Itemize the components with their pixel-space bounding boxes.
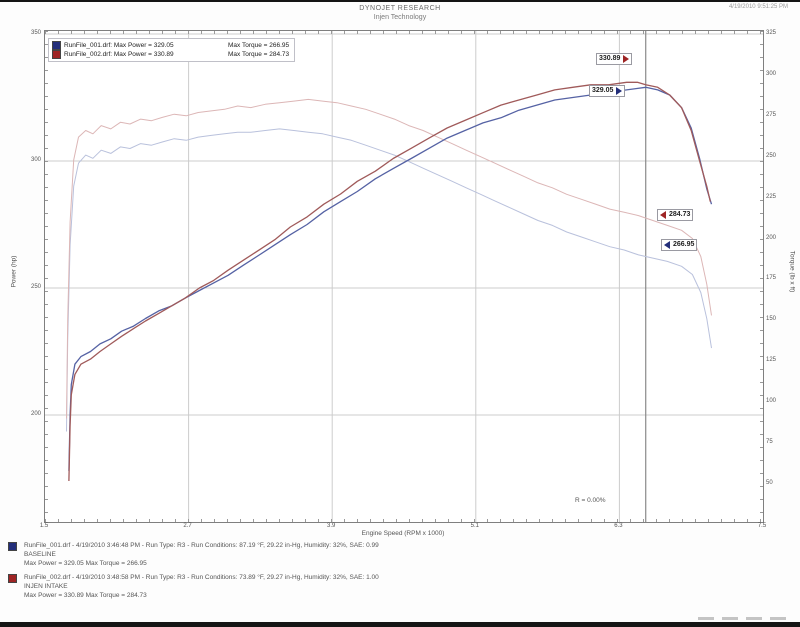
x-tick-label: 7.5 xyxy=(757,523,767,529)
run1-color-swatch xyxy=(52,41,61,50)
dyno-chart-plot-area: RunFile_001.drf: Max Power = 329.05 Max … xyxy=(44,30,764,523)
torque-tick-label: 75 xyxy=(766,439,773,445)
report-datetime: 4/19/2010 9:51:25 PM xyxy=(728,4,788,10)
power-tick-label: 350 xyxy=(30,30,41,36)
flag-arrow-icon xyxy=(623,55,630,63)
correction-readout: R = 0.00% xyxy=(573,497,608,504)
run2-max-values: Max Power = 330.89 Max Torque = 284.73 xyxy=(24,592,147,599)
watermark-mark xyxy=(698,617,714,620)
flag-arrow-icon xyxy=(660,211,666,219)
x-tick-label: 1.5 xyxy=(39,523,49,529)
power-tick-label: 300 xyxy=(30,157,41,163)
run-annotations: RunFile_001.drf - 4/19/2010 3:46:48 PM -… xyxy=(8,541,379,605)
torque-tick-label: 125 xyxy=(766,357,777,364)
run1-annotation-swatch xyxy=(8,542,17,551)
max-value-flag: 330.89 xyxy=(596,53,633,65)
torque-tick-label: 200 xyxy=(766,234,777,241)
max-value-flag: 284.73 xyxy=(657,209,694,221)
run2-name: INJEN INTAKE xyxy=(24,583,68,590)
max-value-text: 284.73 xyxy=(669,211,691,218)
left-axis-title: Power (hp) xyxy=(10,255,18,288)
watermark-mark xyxy=(746,617,762,620)
right-axis-title: Torque (lb x ft) xyxy=(788,250,796,293)
watermark-mark xyxy=(770,617,786,620)
report-subtitle: Injen Technology xyxy=(373,14,427,21)
run2-annotation-text: RunFile_002.drf - 4/19/2010 3:48:58 PM -… xyxy=(24,573,379,600)
run2-color-swatch xyxy=(52,50,61,59)
torque-tick-label: 50 xyxy=(766,479,773,486)
max-value-text: 266.95 xyxy=(673,241,695,248)
power-tick-label: 250 xyxy=(30,284,41,290)
run1-max-values: Max Power = 329.05 Max Torque = 266.95 xyxy=(24,560,147,567)
chart-legend: RunFile_001.drf: Max Power = 329.05 Max … xyxy=(48,38,296,62)
legend-run2-power: RunFile_002.drf: Max Power = 330.89 xyxy=(64,51,174,58)
report-title: DYNOJET RESEARCH xyxy=(359,5,441,12)
footer-watermark xyxy=(698,617,786,620)
x-tick-label: 5.1 xyxy=(470,523,479,529)
torque-tick-label: 175 xyxy=(766,275,777,282)
torque-tick-label: 225 xyxy=(766,193,777,200)
x-tick-label: 2.7 xyxy=(183,523,192,529)
run1-annotation: RunFile_001.drf - 4/19/2010 3:46:48 PM -… xyxy=(8,541,379,568)
max-value-flag: 266.95 xyxy=(661,239,698,251)
run1-conditions: RunFile_001.drf - 4/19/2010 3:46:48 PM -… xyxy=(24,542,379,549)
x-tick-label: 3.9 xyxy=(327,523,336,529)
run2-annotation-swatch xyxy=(8,574,17,583)
photo-border-bottom xyxy=(0,622,800,627)
legend-row-run2: RunFile_002.drf: Max Power = 330.89 Max … xyxy=(52,50,289,59)
legend-run1-torque: Max Torque = 266.95 xyxy=(228,42,290,49)
torque-tick-label: 300 xyxy=(766,70,777,77)
torque-tick-label: 150 xyxy=(766,316,777,323)
report-header: DYNOJET RESEARCH Injen Technology xyxy=(0,4,800,22)
max-value-flag: 329.05 xyxy=(589,85,626,97)
watermark-mark xyxy=(722,617,738,620)
torque-tick-label: 250 xyxy=(766,152,777,159)
torque-tick-label: 100 xyxy=(766,398,777,405)
torque-tick-label: 325 xyxy=(766,30,777,36)
max-value-text: 329.05 xyxy=(592,87,614,94)
flag-arrow-icon xyxy=(616,87,623,95)
run1-annotation-text: RunFile_001.drf - 4/19/2010 3:46:48 PM -… xyxy=(24,541,379,568)
legend-run2-torque: Max Torque = 284.73 xyxy=(228,51,290,58)
legend-row-run1: RunFile_001.drf: Max Power = 329.05 Max … xyxy=(52,41,289,50)
power-tick-label: 200 xyxy=(30,411,41,417)
run2-annotation: RunFile_002.drf - 4/19/2010 3:48:58 PM -… xyxy=(8,573,379,600)
run1-name: BASELINE xyxy=(24,551,56,558)
torque-tick-label: 275 xyxy=(766,111,777,118)
x-tick-label: 6.3 xyxy=(614,523,623,529)
max-value-text: 330.89 xyxy=(599,55,621,62)
plot-svg xyxy=(45,31,763,522)
x-axis-title: Engine Speed (RPM x 1000) xyxy=(361,530,445,537)
flag-arrow-icon xyxy=(664,241,670,249)
legend-run1-power: RunFile_001.drf: Max Power = 329.05 xyxy=(64,42,174,49)
photo-border-top xyxy=(0,0,800,2)
run2-conditions: RunFile_002.drf - 4/19/2010 3:48:58 PM -… xyxy=(24,574,379,581)
